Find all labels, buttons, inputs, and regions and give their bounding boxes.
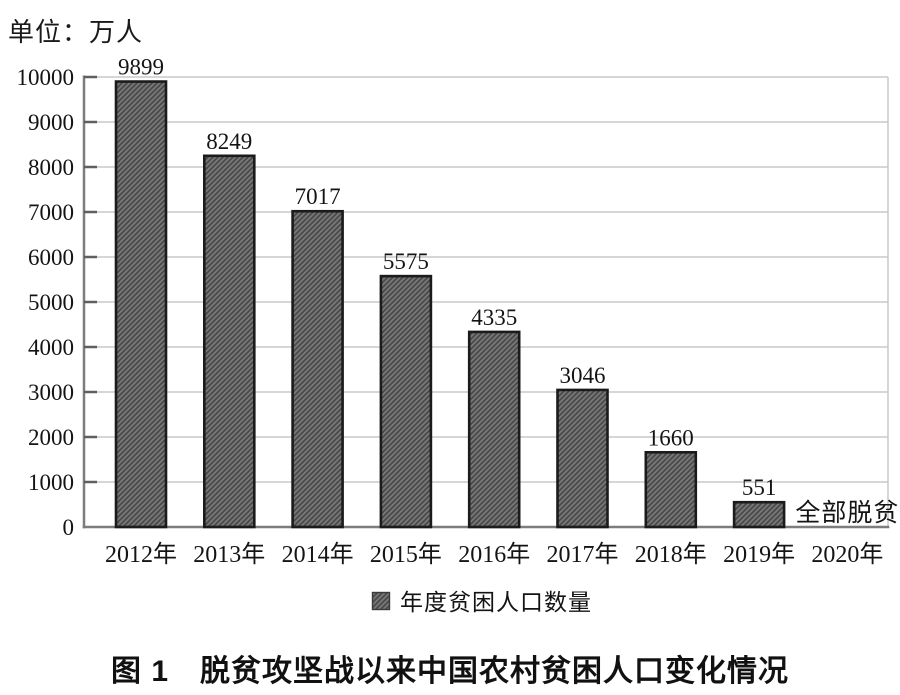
chart-legend: 年度贫困人口数量 bbox=[371, 590, 592, 615]
legend-swatch-icon bbox=[371, 591, 391, 611]
bar bbox=[556, 388, 609, 529]
y-tick-label: 5000 bbox=[28, 290, 74, 315]
bar bbox=[203, 154, 256, 529]
bar-value-label: 551 bbox=[742, 475, 777, 500]
y-tick-label: 9000 bbox=[28, 110, 74, 135]
x-tick-label: 2012年 bbox=[105, 541, 177, 568]
x-tick-label: 2018年 bbox=[635, 541, 707, 568]
chart-generated-layer: 0 1000 2000 3000 4000 5000 6000 7000 8000 9000 100… bbox=[17, 55, 899, 568]
figure-caption: 图 1 脱贫攻坚战以来中国农村贫困人口变化情况 bbox=[110, 655, 790, 688]
x-tick-label: 2020年 bbox=[811, 541, 883, 568]
bar bbox=[114, 80, 168, 529]
bar bbox=[379, 274, 433, 529]
x-tick-label: 2016年 bbox=[458, 541, 530, 568]
bar-value-label: 8249 bbox=[206, 129, 252, 154]
bar-value-label: 1660 bbox=[648, 425, 694, 450]
unit-label: 单位：万人 bbox=[8, 18, 144, 47]
x-tick-label: 2015年 bbox=[370, 541, 442, 568]
annotation-all-lifted-out: 全部脱贫 bbox=[795, 499, 899, 527]
y-tick-label: 8000 bbox=[28, 155, 74, 180]
y-tick-label: 6000 bbox=[28, 245, 74, 270]
poverty-bar-chart: 0 1000 2000 3000 4000 5000 6000 7000 8000 9000 100… bbox=[17, 55, 899, 615]
bar bbox=[732, 500, 786, 529]
bar-value-label: 4335 bbox=[471, 305, 517, 330]
bar-value-label: 5575 bbox=[383, 249, 429, 274]
y-tick-label: 0 bbox=[63, 515, 75, 540]
y-tick-label: 7000 bbox=[28, 200, 74, 225]
x-tick-label: 2014年 bbox=[282, 541, 354, 568]
y-tick-label: 10000 bbox=[17, 65, 75, 90]
y-tick-label: 2000 bbox=[28, 425, 74, 450]
bar bbox=[644, 450, 698, 529]
x-tick-label: 2017年 bbox=[547, 541, 619, 568]
x-tick-label: 2019年 bbox=[723, 541, 795, 568]
y-tick-label: 3000 bbox=[28, 380, 74, 405]
bar bbox=[291, 209, 344, 529]
bar bbox=[467, 330, 521, 529]
y-tick-label: 4000 bbox=[28, 335, 74, 360]
bar-value-label: 7017 bbox=[295, 184, 341, 209]
y-tick-label: 1000 bbox=[28, 470, 74, 495]
legend-label: 年度贫困人口数量 bbox=[400, 590, 592, 615]
bar-value-label: 3046 bbox=[560, 363, 606, 388]
bar-value-label: 9899 bbox=[118, 55, 164, 80]
x-tick-label: 2013年 bbox=[193, 541, 265, 568]
